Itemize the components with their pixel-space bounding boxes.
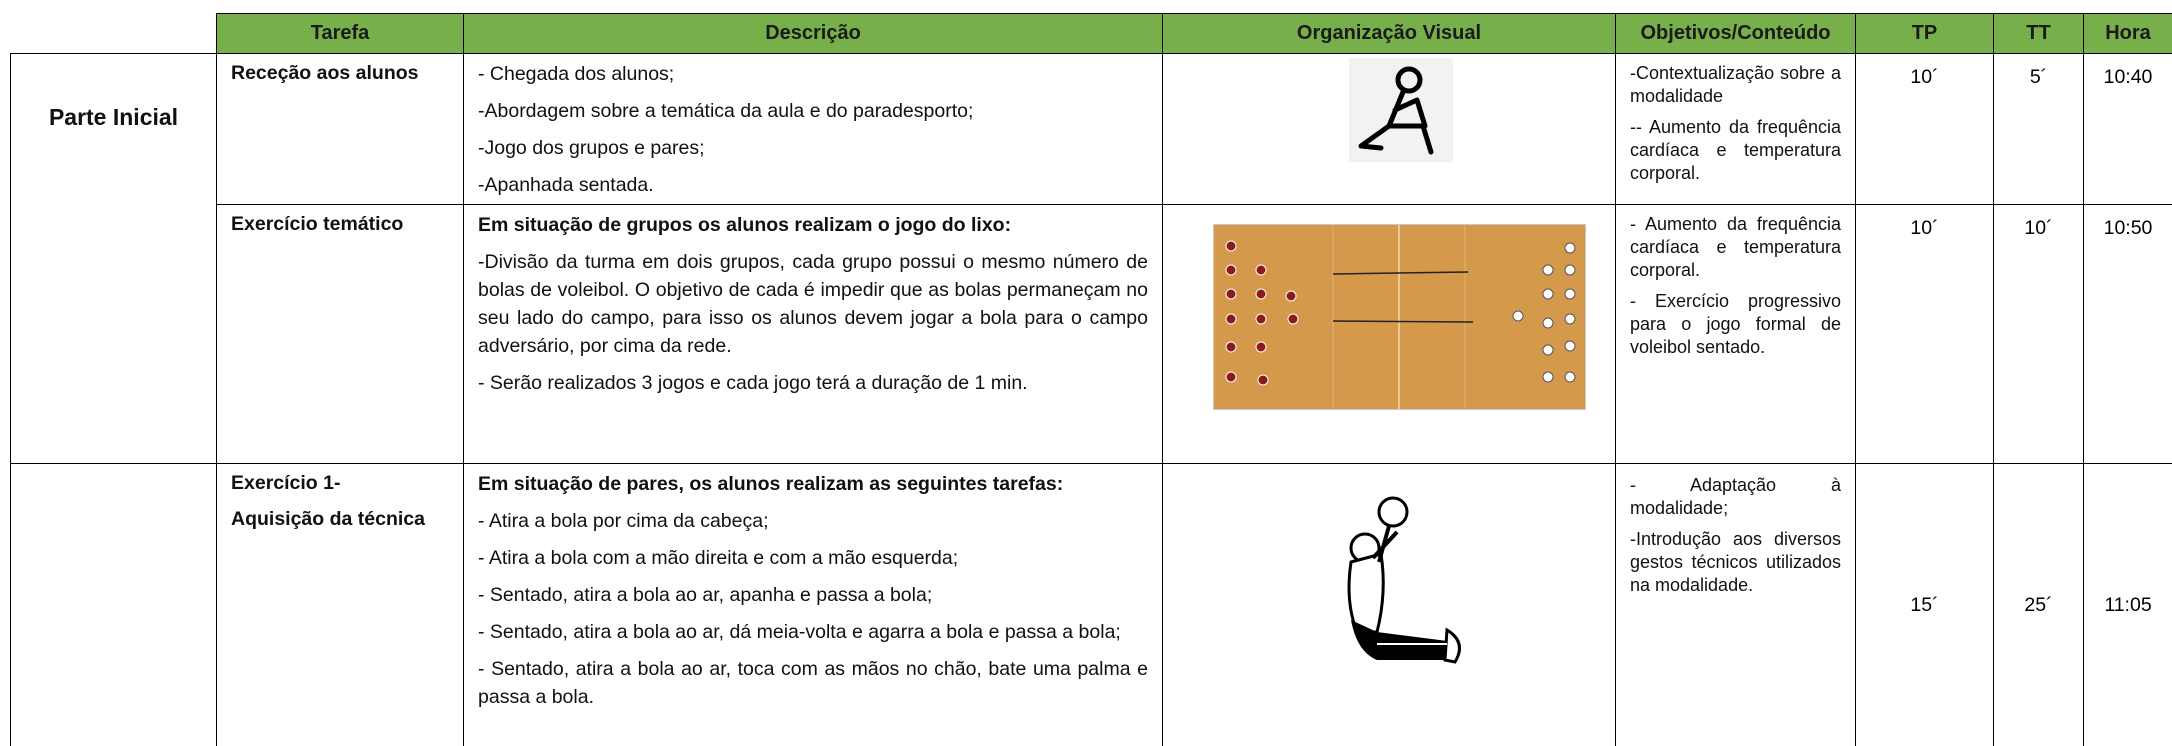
header-cell: TT xyxy=(1993,13,2084,54)
task-label: Exercício 1- xyxy=(231,472,341,494)
task-label: Receção aos alunos xyxy=(231,62,419,84)
objective-item: - Aumento da frequência cardíaca e tempe… xyxy=(1630,214,1841,280)
objectives-cell: -Contextualização sobre a modalidade -- A… xyxy=(1615,53,1856,205)
time-cell: 10:50 xyxy=(2083,204,2172,464)
description-item: - Sentado, atira a bola ao ar, dá meia-v… xyxy=(478,621,1121,643)
objective-item: -Introdução aos diversos gestos técnicos… xyxy=(1630,529,1841,595)
description-cell: - Chegada dos alunos; -Abordagem sobre a … xyxy=(463,53,1163,205)
figure-throwing xyxy=(1347,496,1461,664)
tp-value: 15´ xyxy=(1910,594,1939,616)
task-cell: Receção aos alunos xyxy=(216,53,464,205)
description-item: - Serão realizados 3 jogos e cada jogo t… xyxy=(478,372,1028,394)
tt-value: 10´ xyxy=(2024,217,2053,239)
time-value: 10:50 xyxy=(2103,217,2153,239)
objective-item: -- Aumento da frequência cardíaca e temp… xyxy=(1630,117,1841,183)
tp-value: 10´ xyxy=(1910,66,1939,88)
description-item: -Divisão da turma em dois grupos, cada g… xyxy=(478,251,1148,357)
tt-cell: 25´ xyxy=(1993,463,2084,746)
objective-item: - Exercício progressivo para o jogo form… xyxy=(1630,291,1841,357)
tp-cell: 10´ xyxy=(1855,204,1994,464)
objectives-cell: - Aumento da frequência cardíaca e tempe… xyxy=(1615,204,1856,464)
header-cell: Objetivos/Conteúdo xyxy=(1615,13,1856,54)
description-item: - Sentado, atira a bola ao ar, apanha e … xyxy=(478,584,933,606)
header-cell: Descrição xyxy=(463,13,1163,54)
court-diagram xyxy=(1213,224,1586,410)
task-label: Aquisição da técnica xyxy=(231,508,425,530)
description-item: - Sentado, atira a bola ao ar, toca com … xyxy=(478,658,1148,708)
objective-item: -Contextualização sobre a modalidade xyxy=(1630,63,1841,106)
section-cell: Parte Inicial xyxy=(10,53,217,464)
objective-item: - Adaptação à modalidade; xyxy=(1630,475,1841,518)
time-value: 11:05 xyxy=(2104,594,2152,616)
header-cell: Hora xyxy=(2083,13,2172,54)
header-cell: TP xyxy=(1855,13,1994,54)
description-item: -Jogo dos grupos e pares; xyxy=(478,137,705,159)
description-item: - Chegada dos alunos; xyxy=(478,63,675,85)
task-cell: Exercício 1- Aquisição da técnica xyxy=(216,463,464,746)
task-label: Exercício temático xyxy=(231,213,404,235)
tt-cell: 10´ xyxy=(1993,204,2084,464)
description-item: - Atira a bola por cima da cabeça; xyxy=(478,510,769,532)
description-heading: Em situação de pares, os alunos realizam… xyxy=(478,473,1064,495)
description-cell: Em situação de grupos os alunos realizam… xyxy=(463,204,1163,464)
section-title: Parte Inicial xyxy=(48,104,179,130)
figure-sitting xyxy=(1349,58,1453,162)
description-item: -Apanhada sentada. xyxy=(478,174,654,196)
tt-value: 25´ xyxy=(2024,594,2053,616)
time-cell: 11:05 xyxy=(2083,463,2172,746)
description-cell: Em situação de pares, os alunos realizam… xyxy=(463,463,1163,746)
header-cell: Organização Visual xyxy=(1162,13,1616,54)
header-cell: Tarefa xyxy=(216,13,464,54)
task-cell: Exercício temático xyxy=(216,204,464,464)
description-item: - Atira a bola com a mão direita e com a… xyxy=(478,547,959,569)
tp-value: 10´ xyxy=(1910,217,1939,239)
objectives-cell: - Adaptação à modalidade; -Introdução aos… xyxy=(1615,463,1856,746)
tt-value: 5´ xyxy=(2029,66,2048,88)
section-cell xyxy=(10,463,217,746)
tp-cell: 10´ xyxy=(1855,53,1994,205)
time-value: 10:40 xyxy=(2103,66,2153,88)
tt-cell: 5´ xyxy=(1993,53,2084,205)
tp-cell: 15´ xyxy=(1855,463,1994,746)
description-heading: Em situação de grupos os alunos realizam… xyxy=(478,214,1012,236)
description-item: -Abordagem sobre a temática da aula e do… xyxy=(478,100,974,122)
time-cell: 10:40 xyxy=(2083,53,2172,205)
